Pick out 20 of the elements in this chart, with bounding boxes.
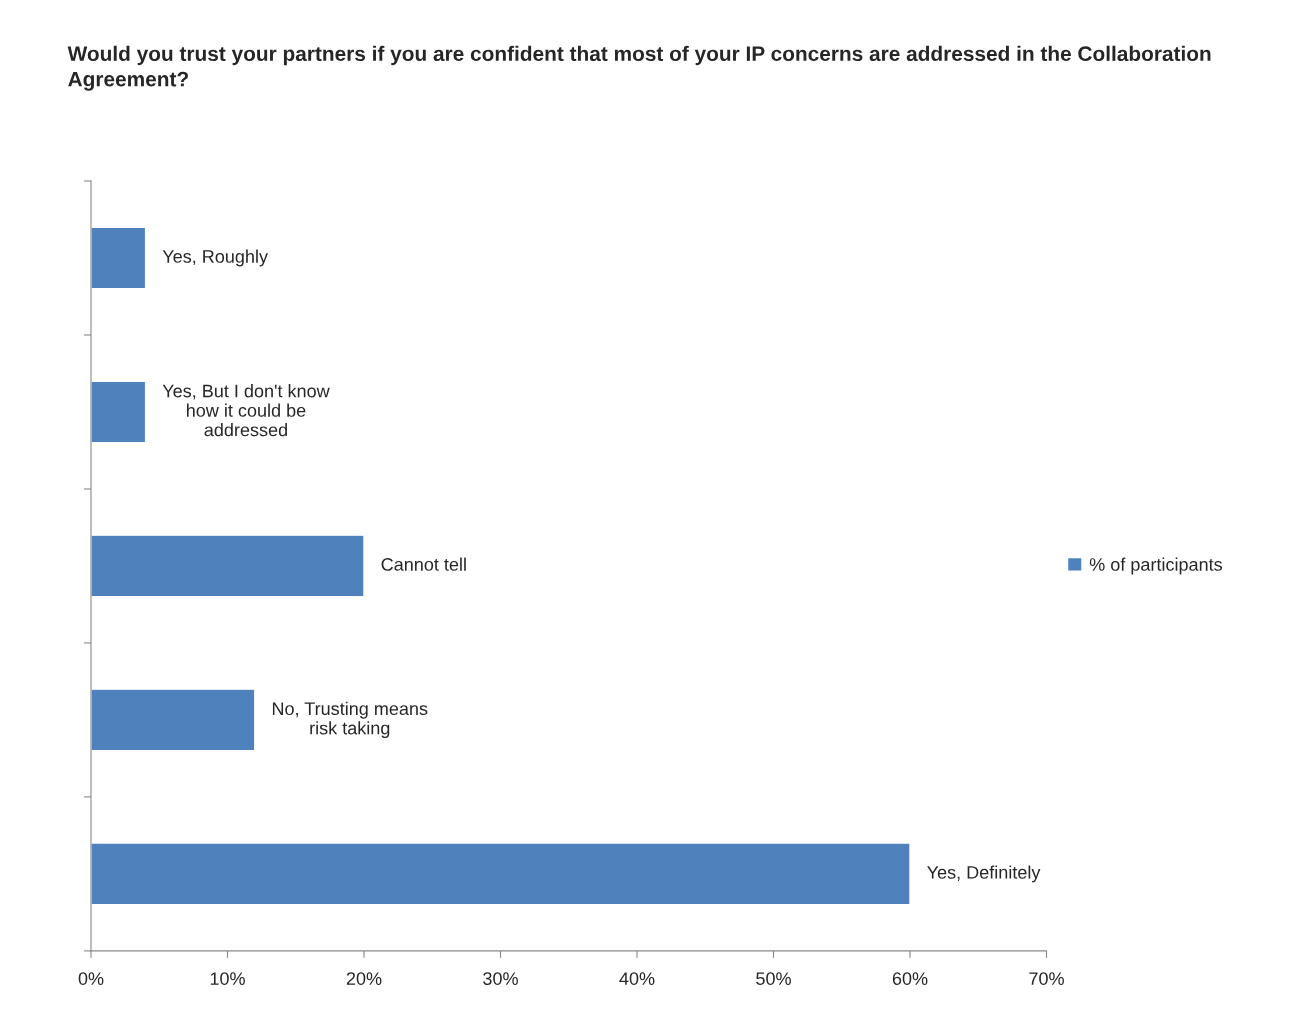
bar — [91, 842, 911, 906]
bar — [91, 226, 147, 290]
x-tick-label: 20% — [346, 972, 382, 985]
x-tick-label: 30% — [483, 972, 518, 985]
chart-title: Would you trust your partners if you are confident that most of your IP concerns are addressed in the Collaboration Agreement? — [67, 45, 1211, 91]
y-tick-label: Yes, But I don't know how it could be addressed — [162, 384, 330, 437]
legend-label: % of participants — [1089, 557, 1223, 575]
y-tick-label: Cannot tell — [381, 557, 466, 571]
x-tick-label: 0% — [78, 972, 104, 985]
x-tick-label: 60% — [892, 972, 928, 985]
x-tick-label: 40% — [619, 972, 655, 985]
bar — [91, 534, 365, 598]
bar — [91, 380, 147, 444]
x-tick-label: 50% — [756, 972, 791, 985]
y-tick-label: No, Trusting means risk taking — [272, 701, 428, 739]
y-tick-label: Yes, Roughly — [162, 249, 268, 267]
x-tick-label: 70% — [1029, 972, 1064, 985]
y-tick-label: Yes, Definitely — [927, 865, 1041, 883]
x-tick-label: 10% — [210, 972, 245, 985]
bar — [91, 688, 256, 752]
